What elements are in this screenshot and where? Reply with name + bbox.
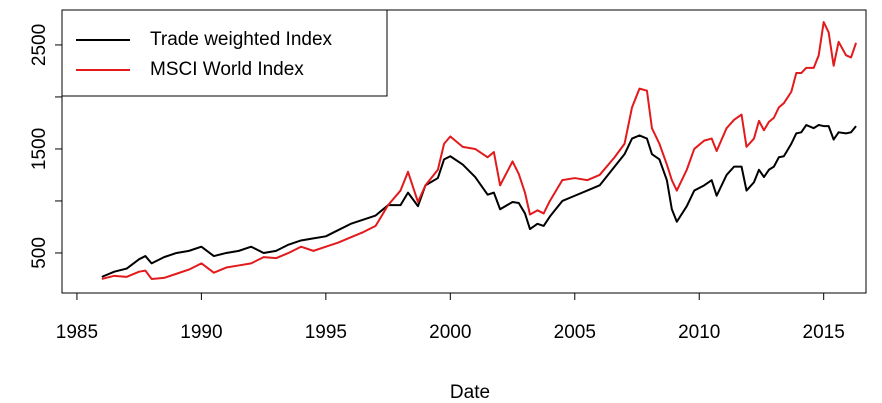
legend-box: [61, 9, 388, 97]
legend-label: MSCI World Index: [150, 59, 304, 80]
series-line: [101, 21, 857, 280]
x-tick-label: 2010: [678, 322, 720, 343]
x-tick-label: 2005: [554, 322, 596, 343]
y-tick-label: 1500: [29, 128, 50, 170]
series-line: [101, 124, 857, 278]
y-tick-label: 2500: [29, 24, 50, 66]
x-tick-label: 1985: [56, 322, 98, 343]
x-axis-label: Date: [450, 382, 490, 403]
x-tick-label: 1995: [305, 322, 347, 343]
x-tick-label: 2000: [429, 322, 471, 343]
x-tick-label: 1990: [180, 322, 222, 343]
x-tick-label: 2015: [803, 322, 845, 343]
y-tick-label: 500: [29, 237, 50, 269]
legend-label: Trade weighted Index: [150, 29, 333, 50]
